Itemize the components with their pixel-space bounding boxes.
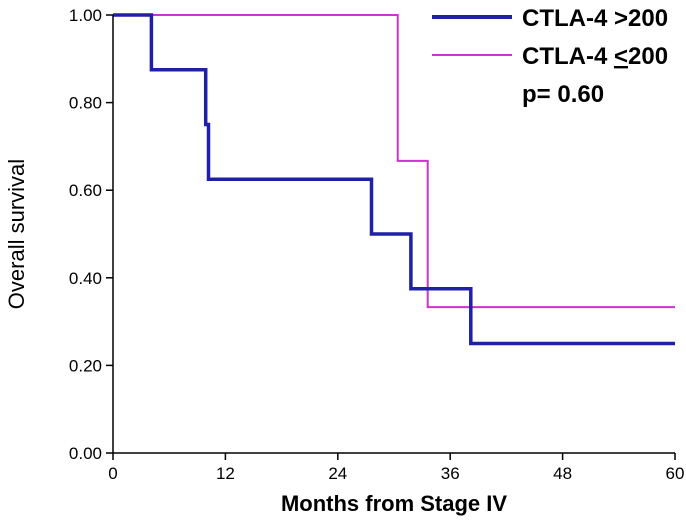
p-value-annotation: p= 0.60: [522, 81, 604, 108]
y-axis-title: Overall survival: [4, 159, 29, 309]
series-line-ctla4-low: [113, 14, 675, 309]
tick-marks: [106, 14, 676, 460]
legend-label-ctla4-high: CTLA-4 >200: [522, 5, 668, 32]
legend-label-ctla4-low: CTLA-4 <200: [522, 43, 668, 70]
y-tick-label: 0.80: [69, 94, 102, 113]
legend-label-symbol: <: [614, 43, 628, 70]
legend-label-prefix: CTLA-4: [522, 43, 614, 70]
x-tick-label: 36: [441, 464, 460, 483]
x-tick-label: 0: [108, 464, 117, 483]
x-tick-label: 60: [666, 464, 685, 483]
series-lines: [113, 13, 675, 346]
x-tick-label: 48: [553, 464, 572, 483]
x-tick-label: 24: [328, 464, 347, 483]
y-tick-label: 0.20: [69, 356, 102, 375]
x-tick-label: 12: [216, 464, 235, 483]
legend: CTLA-4 >200 CTLA-4 <200 p= 0.60: [432, 5, 668, 108]
y-tick-label: 0.00: [69, 444, 102, 463]
x-axis-title: Months from Stage IV: [281, 491, 507, 516]
y-tick-label: 1.00: [69, 6, 102, 25]
series-line-ctla4-high: [113, 13, 675, 346]
y-tick-label: 0.40: [69, 269, 102, 288]
y-tick-label: 0.60: [69, 181, 102, 200]
legend-label-suffix: 200: [628, 43, 668, 70]
tick-labels: 0 12 24 36 48 60 0.00 0.20 0.40 0.60 0.80 1.00: [69, 6, 685, 483]
